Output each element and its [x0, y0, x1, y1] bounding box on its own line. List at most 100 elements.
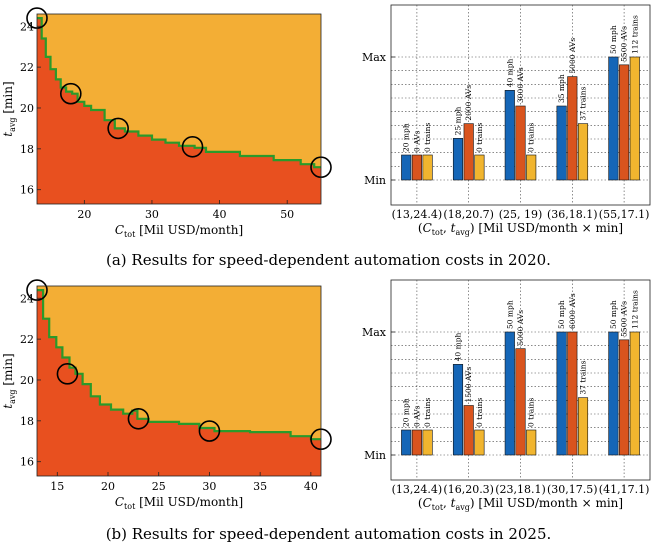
- a-right-bar-4-2: [629, 56, 640, 181]
- a-left-ytick-label-1: 18: [20, 143, 34, 156]
- a-right-bar-1-0: [452, 138, 464, 181]
- a-left-xtick-label-2: 40: [213, 208, 227, 221]
- b-right-bar-label-0-1: 0 AVs: [412, 405, 421, 427]
- a-right-category-label-4: (55,17.1): [599, 208, 650, 221]
- a-right-bar-label-2-1: 3000 AVs: [516, 67, 525, 103]
- a-right-bar-label-1-2: 0 trains: [475, 123, 484, 152]
- b-right-bar-label-1-1: 1500 AVs: [464, 367, 473, 403]
- a-left-selected-point-1: [60, 82, 82, 105]
- b-left-ytick-label-0: 16: [20, 456, 34, 469]
- b-left-xlabel: Ctot [Mil USD/month]: [115, 495, 243, 511]
- b-left-xtick-label-1: 20: [101, 480, 115, 493]
- b-left-xtick-label-0: 15: [50, 480, 64, 493]
- b-right-category-label-0: (13,24.4): [392, 483, 443, 496]
- b-right-ylabel-min: Min: [364, 449, 386, 462]
- b-left-selected-point-1: [56, 363, 79, 385]
- b-left-ytick-label-3: 22: [20, 333, 34, 346]
- a-right-category-label-2: (25, 19): [499, 208, 543, 221]
- b-right-bar-1-2: [474, 429, 485, 456]
- b-left-xtick-label-2: 25: [152, 480, 166, 493]
- a-right-bar-label-2-2: 0 trains: [527, 123, 536, 152]
- b-right-bar-label-2-2: 0 trains: [527, 398, 536, 427]
- b-right-bar-2-0: [504, 331, 515, 456]
- b-right-category-label-3: (30,17.5): [547, 483, 598, 496]
- b-right-bar-4-1: [619, 339, 630, 456]
- a-right-bar-4-0: [608, 56, 619, 181]
- a-right-bar-label-1-1: 2000 AVs: [464, 85, 473, 121]
- a-right-bar-4-1: [619, 64, 630, 181]
- a-right-bar-label-4-0: 50 mph: [609, 25, 618, 54]
- b-right-bar-label-4-2: 112 trains: [630, 290, 639, 329]
- a-right-bar-0-0: [401, 154, 412, 181]
- a-right-bar-1-1: [463, 123, 474, 181]
- a-right-bar-label-4-1: 5500 AVs: [620, 26, 629, 62]
- a-right-bar-0-2: [422, 154, 433, 181]
- b-right-bar-0-0: [401, 429, 412, 456]
- b-right-bar-3-0: [556, 331, 567, 456]
- a-right-bar-label-0-0: 20 mph: [402, 123, 411, 152]
- b-right-bar-label-3-1: 6000 AVs: [568, 293, 577, 329]
- b-right-category-label-2: (23,18.1): [495, 483, 546, 496]
- a-left-xtick-label-3: 50: [280, 208, 294, 221]
- a-left-ytick-label-0: 16: [20, 184, 34, 197]
- b-right-bar-label-2-1: 5000 AVs: [516, 310, 525, 346]
- a-left-ylabel: tavg [min]: [1, 81, 17, 136]
- a-left-xlabel: Ctot [Mil USD/month]: [115, 223, 243, 239]
- a-left-pareto-frontier: [37, 17, 321, 169]
- a-right-category-label-3: (36,18.1): [547, 208, 598, 221]
- a-right-bar-label-0-1: 0 AVs: [412, 130, 421, 152]
- a-right-bar-label-2-0: 40 mph: [505, 58, 514, 87]
- a-right-bar-3-2: [577, 123, 589, 181]
- b-right-bar-4-0: [608, 331, 619, 456]
- b-right-category-label-4: (41,17.1): [599, 483, 650, 496]
- a-right-category-label-0: (13,24.4): [392, 208, 443, 221]
- b-right-bar-label-1-0: 40 mph: [454, 332, 463, 361]
- b-right-bar-label-4-0: 50 mph: [609, 300, 618, 329]
- a-right-bar-2-1: [515, 105, 526, 181]
- b-left-pareto-frontier: [37, 289, 321, 441]
- caption-a: (a) Results for speed-dependent automati…: [106, 251, 551, 269]
- a-right-bar-1-2: [474, 154, 485, 181]
- a-right-bar-label-3-2: 37 trains: [579, 86, 588, 120]
- b-left-selected-point-2: [127, 407, 150, 430]
- a-left-ytick-label-3: 22: [20, 61, 34, 74]
- b-right-bar-2-2: [526, 429, 537, 456]
- b-left-xtick-label-4: 35: [253, 480, 267, 493]
- a-left-ytick-label-2: 20: [20, 102, 34, 115]
- a-right-bar-0-1: [411, 154, 422, 181]
- b-right-ylabel-max: Max: [362, 326, 387, 339]
- b-right-bar-3-1: [567, 331, 578, 456]
- b-right-bar-label-3-2: 37 trains: [579, 360, 588, 394]
- a-left-ytick-label-4: 24: [20, 20, 34, 33]
- a-left-xtick-label-0: 20: [77, 208, 91, 221]
- a-right-ylabel-min: Min: [364, 174, 386, 187]
- b-right-bar-0-1: [411, 429, 422, 456]
- b-left-dominated-region: [37, 286, 321, 476]
- b-right-bar-2-1: [515, 348, 526, 456]
- b-right-bar-label-2-0: 50 mph: [505, 300, 514, 329]
- b-left-xtick-label-5: 40: [304, 480, 318, 493]
- b-right-bar-label-3-0: 50 mph: [557, 300, 566, 329]
- a-right-category-label-1: (18,20.7): [443, 208, 494, 221]
- a-right-bar-3-0: [556, 105, 567, 181]
- a-right-bar-label-3-1: 5000 AVs: [568, 38, 577, 74]
- b-right-bar-1-1: [463, 405, 474, 456]
- b-right-bar-label-4-1: 5500 AVs: [620, 301, 629, 337]
- b-left-ytick-label-1: 18: [20, 415, 34, 428]
- a-right-bar-label-3-0: 35 mph: [557, 74, 566, 103]
- a-left-selected-point-2: [107, 117, 129, 140]
- b-right-bar-1-0: [452, 364, 464, 456]
- b-right-bar-label-1-2: 0 trains: [475, 398, 484, 427]
- a-right-bar-2-2: [526, 154, 537, 181]
- b-left-selected-point-3: [198, 420, 221, 442]
- a-left-selected-point-3: [181, 135, 204, 158]
- b-right-bar-label-0-0: 20 mph: [402, 398, 411, 427]
- b-left-ytick-label-2: 20: [20, 374, 34, 387]
- b-left-ylabel: tavg [min]: [1, 353, 17, 408]
- a-right-bar-3-1: [567, 76, 578, 181]
- b-right-bar-3-2: [577, 397, 589, 456]
- b-left-ytick-label-4: 24: [20, 292, 34, 305]
- b-right-xlabel: (Ctot, tavg) [Mil USD/month × min]: [418, 496, 623, 512]
- a-right-ylabel-max: Max: [362, 51, 387, 64]
